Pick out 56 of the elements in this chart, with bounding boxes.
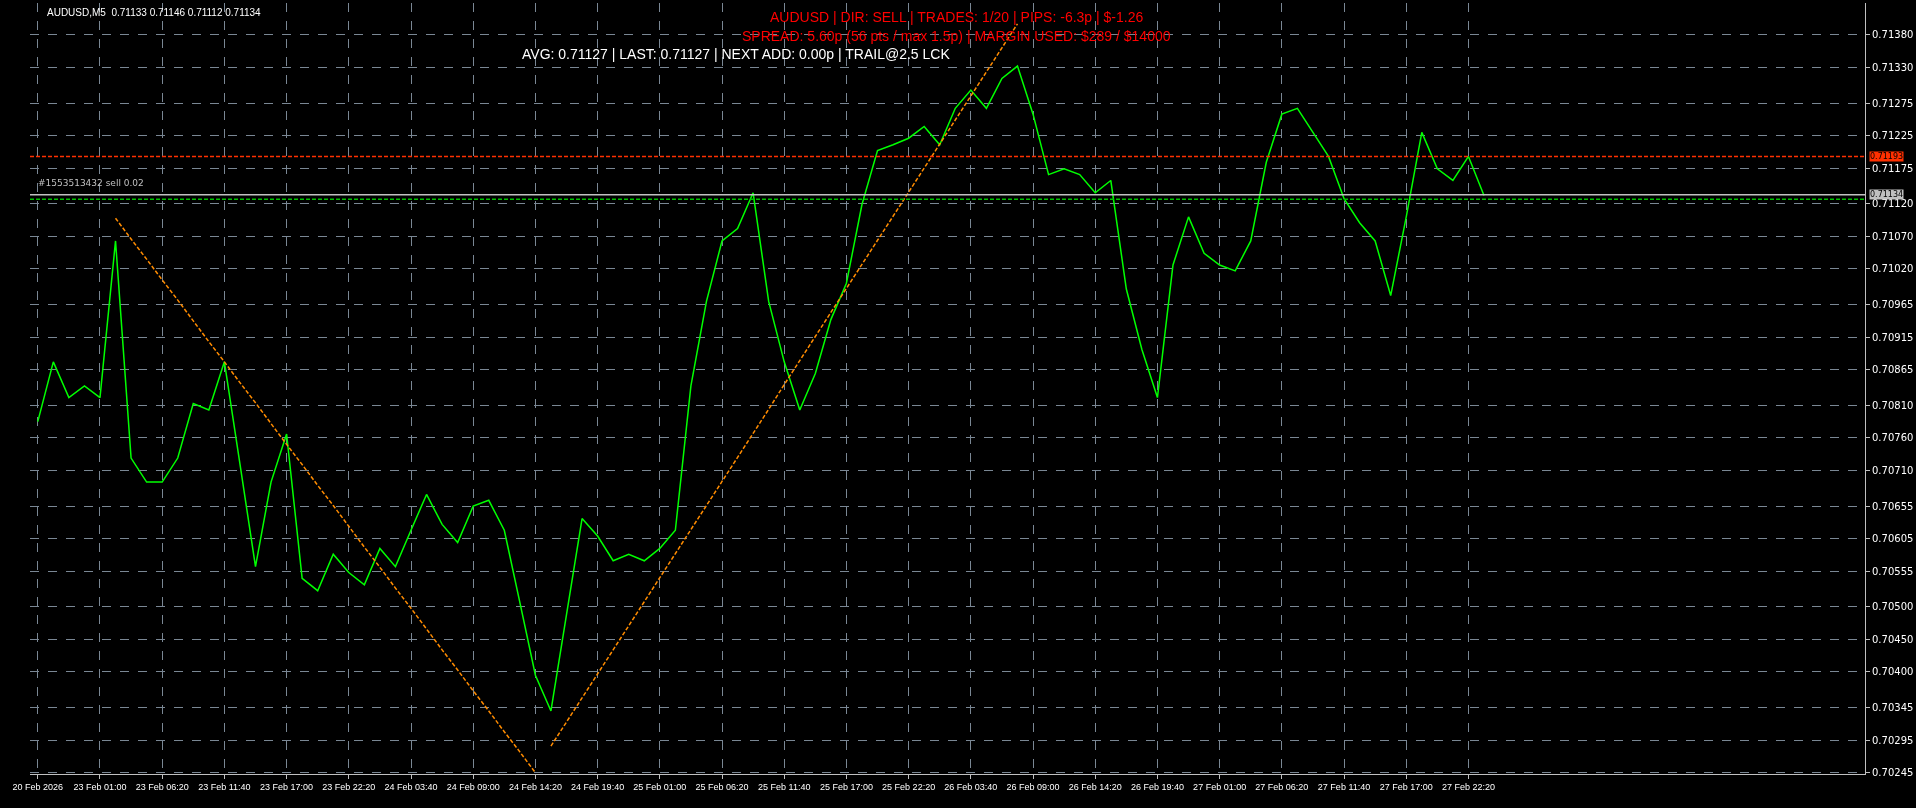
x-tick-label: 23 Feb 11:40: [198, 781, 251, 792]
x-tick-label: 26 Feb 14:20: [1068, 781, 1122, 792]
annotation: SPREAD: 5.60p (56 pts / max 1.5p) | MARGIN USED: $289 / $14000: [742, 28, 1171, 44]
y-tick-label: 0.71070: [1872, 230, 1914, 242]
x-tick-label: 27 Feb 01:00: [1193, 781, 1247, 792]
x-tick-label: 27 Feb 11:40: [1317, 781, 1371, 792]
y-tick-label: 0.70965: [1872, 299, 1914, 311]
line-series: [37, 65, 1485, 712]
y-tick-label: 0.71330: [1872, 61, 1914, 73]
x-tick-label: 25 Feb 06:20: [695, 781, 749, 792]
x-tick-label: 23 Feb 17:00: [260, 781, 314, 792]
x-tick-label: 27 Feb 17:00: [1379, 781, 1433, 792]
y-tick-label: 0.70605: [1872, 533, 1914, 545]
ref-line-label: #1553513432 sell 0.02: [38, 178, 144, 188]
y-tick-label: 0.70710: [1872, 464, 1914, 476]
x-tick-label: 25 Feb 01:00: [633, 781, 687, 792]
y-tick-label: 0.70655: [1872, 500, 1914, 512]
y-tick-label: 0.70555: [1872, 565, 1914, 577]
x-tick-label: 25 Feb 17:00: [819, 781, 873, 792]
x-tick-label: 26 Feb 09:00: [1006, 781, 1060, 792]
y-tick-label: 0.70245: [1872, 767, 1914, 779]
x-tick-label: 27 Feb 06:20: [1255, 781, 1309, 792]
x-tick-label: 25 Feb 22:20: [882, 781, 936, 792]
y-tick-label: 0.70865: [1872, 364, 1914, 376]
x-tick-label: 24 Feb 03:40: [384, 781, 438, 792]
y-tick-label: 0.70345: [1872, 702, 1914, 714]
x-tick-label: 23 Feb 22:20: [322, 781, 376, 792]
x-tick-label: 27 Feb 22:20: [1441, 781, 1495, 792]
annotation: AUDUSD | DIR: SELL | TRADES: 1/20 | PIPS: -6.3p | $-1.26: [770, 9, 1144, 25]
y-tick-label: 0.71225: [1872, 130, 1914, 142]
line-series: [114, 217, 537, 774]
y-tick-label: 0.70500: [1872, 601, 1914, 613]
x-tick-label: 23 Feb 06:20: [135, 781, 189, 792]
y-tick-label: 0.70760: [1872, 432, 1914, 444]
x-tick-label: 26 Feb 19:40: [1130, 781, 1184, 792]
x-tick-label: 24 Feb 09:00: [446, 781, 500, 792]
x-tick-label: 24 Feb 14:20: [508, 781, 562, 792]
y-tick-label: 0.71120: [1872, 198, 1914, 210]
x-tick-label: 25 Feb 11:40: [758, 781, 811, 792]
y-tick-label: 0.71020: [1872, 263, 1914, 275]
y-tick-label: 0.71175: [1872, 162, 1914, 174]
y-tick-label: 0.70915: [1872, 331, 1914, 343]
x-tick-label: 23 Feb 01:00: [73, 781, 127, 792]
ref-line-label: 0.71193: [1870, 152, 1904, 161]
y-tick-label: 0.70450: [1872, 633, 1914, 645]
x-tick-label: 20 Feb 2026: [12, 781, 64, 792]
x-tick-label: 24 Feb 19:40: [571, 781, 625, 792]
y-tick-label: 0.71275: [1872, 97, 1914, 109]
ref-line-label: 0.71134: [1870, 190, 1904, 199]
y-tick-label: 0.71380: [1872, 29, 1914, 41]
annotation: AUDUSD,M5 0.71133 0.71146 0.71112 0.71134: [47, 7, 262, 18]
y-tick-label: 0.70400: [1872, 666, 1914, 678]
y-tick-label: 0.70295: [1872, 734, 1914, 746]
y-tick-label: 0.70810: [1872, 399, 1914, 411]
x-tick-label: 26 Feb 03:40: [944, 781, 998, 792]
annotation: AVG: 0.71127 | LAST: 0.71127 | NEXT ADD: 0.00p | TRAIL@2.5 LCK: [522, 46, 951, 62]
